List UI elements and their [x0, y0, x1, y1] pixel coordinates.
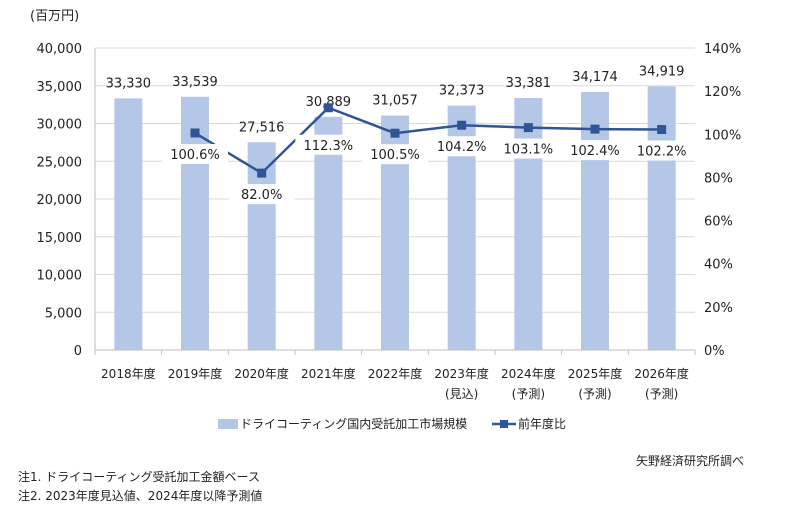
legend-bar-label: ドライコーティング国内受託加工市場規模	[240, 416, 467, 431]
ratio-marker	[390, 128, 400, 138]
ratio-label-bg	[428, 136, 495, 157]
ratio-label-bg	[228, 184, 295, 205]
ratio-marker	[523, 123, 533, 133]
bar	[581, 91, 609, 350]
bar-value-label: 33,539	[172, 75, 218, 90]
left-tick-label: 25,000	[37, 155, 83, 170]
left-tick-label: 0	[74, 344, 82, 359]
right-tick-label: 80%	[704, 171, 733, 186]
right-tick-label: 0%	[704, 344, 725, 359]
unit-label: (百万円)	[30, 9, 79, 24]
x-tick-sublabel: (予測)	[512, 387, 545, 401]
ratio-value-label: 100.6%	[170, 148, 220, 163]
ratio-line	[194, 106, 662, 175]
ratio-value-label: 102.4%	[570, 144, 620, 159]
x-tick-label: 2024年度	[501, 366, 556, 381]
x-tick-sublabel: (見込)	[445, 387, 478, 401]
ratio-label-bg	[295, 134, 362, 155]
x-tick-label: 2018年度	[101, 366, 156, 381]
bar	[314, 116, 343, 350]
ratio-label-bg	[495, 138, 562, 159]
x-tick-label: 2023年度	[434, 366, 489, 381]
legend-bar-swatch	[218, 419, 238, 429]
ratio-marker	[190, 128, 200, 138]
left-tick-label: 20,000	[37, 193, 83, 208]
left-tick-label: 30,000	[37, 118, 83, 133]
x-tick-label: 2026年度	[634, 366, 689, 381]
bar-value-label: 31,057	[372, 94, 418, 109]
ratio-value-label: 100.5%	[370, 148, 420, 163]
left-tick-label: 40,000	[37, 42, 83, 57]
x-tick-label: 2025年度	[568, 366, 623, 381]
ratio-marker	[657, 125, 667, 135]
ratio-value-label: 82.0%	[241, 188, 282, 203]
ratio-label-bg	[362, 144, 428, 165]
note-1: 注1. ドライコーティング受託加工金額ベース	[18, 470, 260, 484]
ratio-value-label: 102.2%	[637, 145, 687, 160]
bar-value-label: 33,381	[506, 76, 552, 91]
legend-line-label: 前年度比	[518, 416, 566, 431]
ratio-value-label: 112.3%	[304, 139, 354, 154]
x-tick-label: 2022年度	[368, 366, 423, 381]
right-tick-label: 20%	[704, 301, 733, 316]
bar-value-label: 33,330	[106, 76, 152, 91]
left-tick-label: 15,000	[37, 231, 83, 246]
legend: ドライコーティング国内受託加工市場規模 前年度比	[218, 416, 566, 431]
x-tick-sublabel: (予測)	[578, 387, 611, 401]
bar-value-label: 32,373	[439, 84, 485, 99]
ratio-marker	[590, 124, 600, 134]
left-tick-label: 5,000	[45, 306, 82, 321]
ratio-marker	[457, 120, 467, 130]
x-tick-label: 2019年度	[168, 366, 223, 381]
right-tick-label: 60%	[704, 215, 733, 230]
ratio-value-label: 104.2%	[437, 140, 487, 155]
ratio-value-label: 103.1%	[504, 143, 554, 158]
x-tick-sublabel: (予測)	[645, 387, 678, 401]
bar	[514, 97, 543, 350]
right-tick-label: 40%	[704, 258, 733, 273]
source-label: 矢野経済研究所調べ	[636, 454, 745, 468]
left-tick-label: 35,000	[37, 80, 83, 95]
ratio-label-bg	[628, 140, 695, 161]
ratio-marker	[257, 168, 267, 178]
ratio-marker	[323, 103, 333, 113]
bar-value-label: 30,889	[306, 95, 352, 110]
legend-line-marker	[500, 420, 508, 428]
right-tick-label: 100%	[704, 128, 741, 143]
right-tick-label: 120%	[704, 85, 741, 100]
bar-value-label: 34,174	[572, 70, 618, 85]
x-tick-label: 2021年度	[301, 366, 356, 381]
ratio-label-bg	[162, 143, 228, 164]
bar	[114, 98, 143, 351]
ratio-label-bg	[562, 140, 628, 161]
bar-value-label: 34,919	[639, 64, 685, 79]
right-tick-label: 140%	[704, 42, 741, 57]
note-2: 注2. 2023年度見込値、2024年度以降予測値	[18, 489, 263, 503]
left-tick-label: 10,000	[37, 269, 83, 284]
x-tick-label: 2020年度	[234, 366, 289, 381]
bar-value-label: 27,516	[239, 120, 285, 135]
